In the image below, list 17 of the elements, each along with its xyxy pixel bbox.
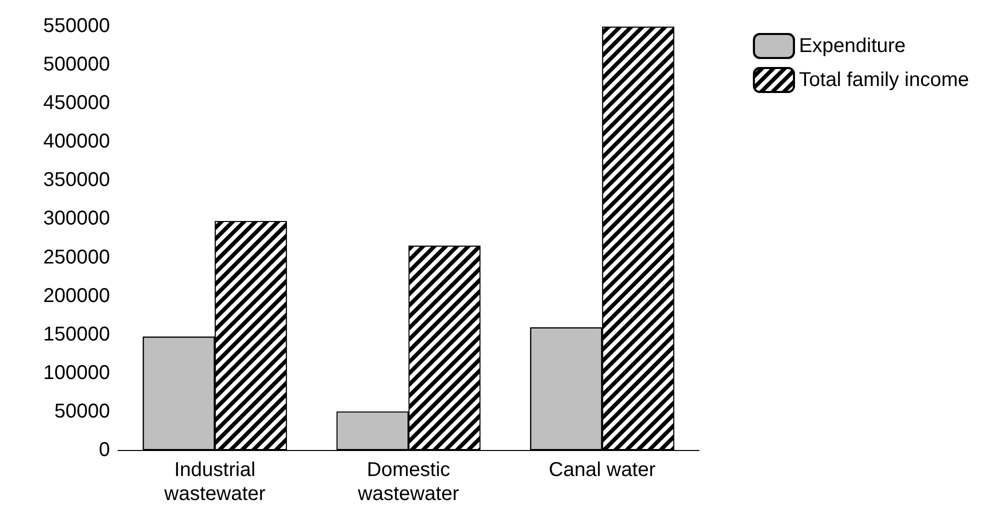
y-tick-label: 150000 <box>43 323 110 346</box>
x-tick-label: Canal water <box>548 459 656 481</box>
x-tick-label: Domestic wastewater <box>356 459 460 505</box>
y-tick-label: 300000 <box>43 208 110 230</box>
y-tick-label: 350000 <box>43 169 110 192</box>
legend-label: Total family income <box>798 69 970 91</box>
y-tick-label: 0 <box>98 439 110 461</box>
y-tick-label: 250000 <box>43 246 110 268</box>
y-tick-label: 100000 <box>43 362 110 384</box>
x-tick-label: Industrial wastewater <box>163 459 266 505</box>
y-tick-label: 50000 <box>54 400 110 422</box>
y-tick-label: 450000 <box>43 92 110 114</box>
legend-label: Expenditure <box>798 35 906 57</box>
y-tick-label: 200000 <box>43 284 110 307</box>
y-tick-label: 400000 <box>43 130 110 153</box>
y-tick-label: 500000 <box>43 54 110 76</box>
y-tick-label: 550000 <box>43 15 110 37</box>
